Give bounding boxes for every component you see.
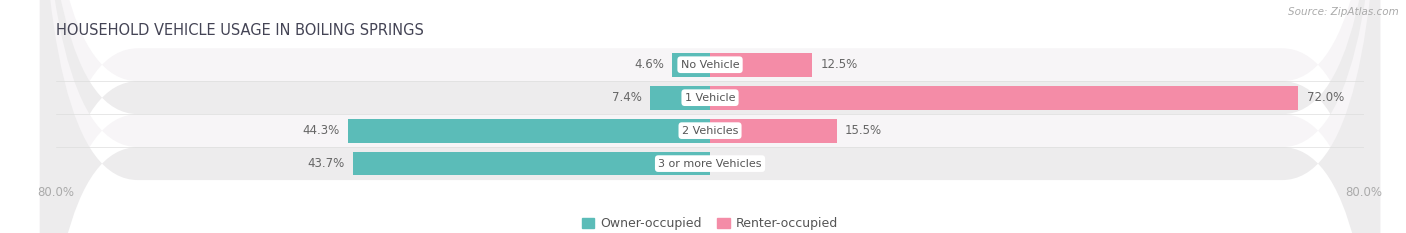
Bar	[710, 53, 813, 77]
Bar	[349, 119, 710, 143]
Text: 0.0%: 0.0%	[718, 157, 748, 170]
Bar	[710, 86, 1299, 110]
Text: HOUSEHOLD VEHICLE USAGE IN BOILING SPRINGS: HOUSEHOLD VEHICLE USAGE IN BOILING SPRIN…	[56, 24, 425, 38]
Text: 3 or more Vehicles: 3 or more Vehicles	[658, 159, 762, 169]
Text: 44.3%: 44.3%	[302, 124, 340, 137]
Legend: Owner-occupied, Renter-occupied: Owner-occupied, Renter-occupied	[576, 212, 844, 233]
Text: Source: ZipAtlas.com: Source: ZipAtlas.com	[1288, 7, 1399, 17]
Bar	[672, 53, 710, 77]
Text: 43.7%: 43.7%	[308, 157, 344, 170]
FancyBboxPatch shape	[39, 0, 1381, 233]
FancyBboxPatch shape	[39, 0, 1381, 233]
Text: 15.5%: 15.5%	[845, 124, 882, 137]
Bar	[650, 86, 710, 110]
Text: 72.0%: 72.0%	[1306, 91, 1344, 104]
Bar	[353, 152, 710, 175]
Text: 7.4%: 7.4%	[612, 91, 641, 104]
Text: 1 Vehicle: 1 Vehicle	[685, 93, 735, 103]
FancyBboxPatch shape	[39, 0, 1381, 233]
Bar	[710, 119, 837, 143]
Text: No Vehicle: No Vehicle	[681, 60, 740, 70]
Text: 4.6%: 4.6%	[634, 58, 664, 71]
Text: 12.5%: 12.5%	[820, 58, 858, 71]
FancyBboxPatch shape	[39, 0, 1381, 233]
Text: 2 Vehicles: 2 Vehicles	[682, 126, 738, 136]
